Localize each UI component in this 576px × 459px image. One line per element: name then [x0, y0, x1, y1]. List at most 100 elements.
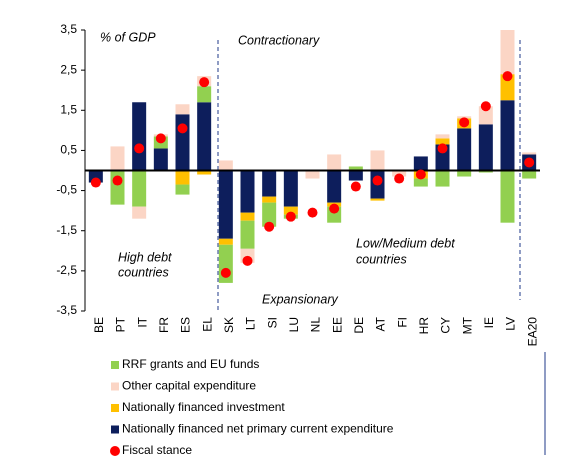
bar-segment: [262, 170, 277, 197]
fiscal-stance-dot: [459, 117, 470, 128]
x-tick-label: BE: [92, 317, 106, 333]
x-tick-label: CY: [439, 317, 453, 334]
bar-segment: [370, 150, 385, 171]
x-tick-label: EL: [200, 317, 214, 332]
y-tick-label: 2,5: [60, 62, 77, 76]
bar-segment: [327, 154, 342, 171]
bar-segment: [283, 206, 298, 215]
legend-label: RRF grants and EU funds: [122, 357, 259, 371]
x-tick-label: EA20: [525, 317, 539, 347]
bar-segment: [132, 206, 147, 219]
bar-segment: [175, 114, 190, 171]
fiscal-stance-dot: [285, 211, 296, 222]
fiscal-stance-dot: [480, 101, 491, 112]
legend-marker: [111, 382, 119, 391]
legend-label: Nationally financed investment: [122, 400, 285, 414]
y-tick-label: 3,5: [60, 22, 77, 36]
bar-segment: [197, 170, 212, 175]
bar-segment: [175, 104, 190, 115]
low-debt-label: Low/Medium debt: [356, 236, 455, 250]
x-tick-label: IE: [482, 317, 496, 328]
high-debt-label: High debt: [118, 250, 172, 264]
x-tick-label: LU: [287, 317, 301, 332]
bar-segment: [175, 184, 190, 195]
y-tick-label: -1,5: [56, 223, 77, 237]
x-tick-label: ES: [179, 317, 193, 333]
fiscal-stance-dot: [90, 177, 101, 188]
bar-segment: [478, 106, 493, 125]
x-tick-label: SI: [265, 317, 279, 328]
low-debt-label: countries: [356, 252, 407, 266]
fiscal-stance-dot: [307, 207, 318, 218]
bar-segment: [500, 100, 515, 171]
fiscal-stance-dot: [502, 71, 513, 82]
bar-segment: [500, 74, 515, 101]
bar-segment: [478, 124, 493, 171]
bar-segment: [240, 220, 255, 249]
bar-segment: [305, 170, 320, 179]
bar-segment: [435, 138, 450, 145]
x-tick-label: EE: [330, 317, 344, 333]
x-tick-label: HR: [417, 317, 431, 335]
legend-marker: [110, 446, 120, 456]
x-tick-label: AT: [374, 316, 388, 331]
unit-label: % of GDP: [100, 30, 156, 44]
bar-segment: [240, 170, 255, 213]
y-tick-label: 1,5: [60, 102, 77, 116]
x-tick-label: DE: [352, 317, 366, 334]
high-debt-label: countries: [118, 265, 169, 279]
legend-marker: [111, 425, 119, 434]
bar-segment: [197, 86, 212, 103]
fiscal-stance-dot: [329, 203, 340, 214]
bar-segment: [348, 170, 363, 181]
legend-marker: [111, 361, 119, 369]
bar-segment: [500, 30, 515, 75]
fiscal-stance-dot: [415, 169, 426, 180]
contractionary-label: Contractionary: [238, 33, 320, 47]
y-tick-label: -3,5: [56, 303, 77, 317]
y-tick-label: 0,5: [60, 143, 77, 157]
bar-segment: [522, 152, 537, 155]
x-tick-label: SK: [222, 317, 236, 333]
legend-label: Fiscal stance: [122, 443, 192, 457]
legend-marker: [111, 404, 119, 412]
bar-segment: [262, 202, 277, 227]
fiscal-stance-dot: [134, 143, 145, 154]
fiscal-stance-dot: [199, 77, 210, 88]
fiscal-stance-dot: [372, 175, 383, 186]
y-tick-label: -0,5: [56, 183, 77, 197]
expansionary-label: Expansionary: [262, 292, 338, 306]
x-tick-label: LT: [244, 316, 258, 330]
bar-segment: [283, 170, 298, 207]
bar-segment: [478, 170, 493, 173]
bar-segment: [197, 102, 212, 171]
fiscal-stance-dot: [177, 123, 188, 134]
bar-segment: [240, 212, 255, 221]
legend-label: Other capital expenditure: [122, 379, 256, 393]
x-tick-label: FI: [395, 317, 409, 328]
bar-segment: [132, 102, 147, 171]
bar-segment: [457, 128, 472, 171]
bar-segment: [413, 156, 428, 171]
bar-segment: [500, 170, 515, 223]
bar-segment: [457, 170, 472, 177]
x-tick-label: IT: [135, 316, 149, 327]
bar-segment: [218, 170, 233, 239]
legend-label: Nationally financed net primary current …: [122, 422, 394, 436]
bar-segment: [522, 170, 537, 179]
bar-segment: [457, 116, 472, 119]
y-tick-label: -2,5: [56, 263, 77, 277]
x-tick-label: MT: [460, 316, 474, 334]
x-tick-label: NL: [309, 317, 323, 333]
bar-segment: [435, 134, 450, 139]
bar-segment: [262, 196, 277, 203]
fiscal-stance-dot: [437, 143, 448, 154]
x-tick-label: FR: [157, 317, 171, 333]
bar-segment: [348, 166, 363, 171]
bar-segment: [218, 238, 233, 245]
bar-segment: [110, 146, 125, 171]
bar-segment: [153, 148, 168, 171]
x-tick-label: LV: [504, 317, 518, 331]
fiscal-stance-dot: [112, 175, 123, 186]
